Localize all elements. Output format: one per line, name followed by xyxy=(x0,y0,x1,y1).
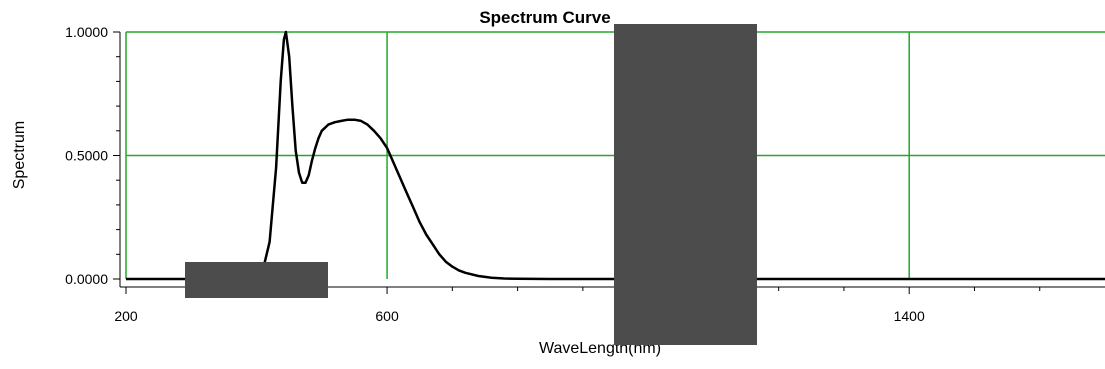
spectrum-line xyxy=(126,30,1105,281)
occlusion-block-large xyxy=(614,24,757,345)
occlusion-block-small xyxy=(185,262,328,298)
chart-title: Spectrum Curve xyxy=(479,8,610,27)
y-axis-label: Spectrum xyxy=(11,121,28,189)
x-tick-label: 1400 xyxy=(894,308,925,324)
y-tick-label: 0.0000 xyxy=(65,271,108,287)
series-lines xyxy=(126,30,1105,281)
x-tick-label: 600 xyxy=(375,308,399,324)
occlusion-overlays xyxy=(185,24,757,345)
x-tick-label: 200 xyxy=(114,308,138,324)
y-tick-label: 0.5000 xyxy=(65,148,108,164)
y-tick-label: 1.0000 xyxy=(65,24,108,40)
